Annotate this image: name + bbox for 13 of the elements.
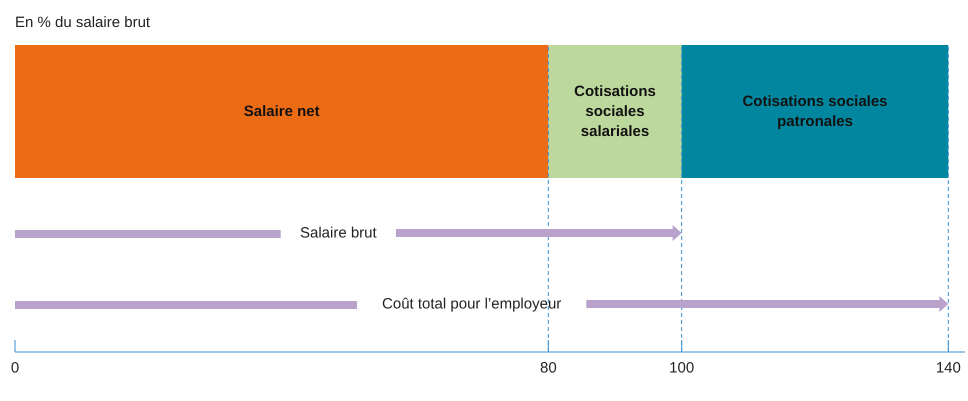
- x-tick-label: 140: [936, 360, 961, 377]
- annotation: Salaire brut: [300, 224, 378, 242]
- series-label: Cotisations sociales salariales: [574, 83, 656, 140]
- bar: [548, 45, 682, 178]
- x-tick-label: 100: [669, 360, 694, 377]
- annotation: Coût total pour l’employeur: [382, 296, 562, 312]
- series-label: Cotisations sociales patronales: [742, 93, 888, 130]
- bar: [15, 45, 548, 178]
- x-tick-label: 80: [540, 360, 557, 377]
- x-tick-label: 0: [10, 360, 20, 377]
- bar: [682, 45, 948, 178]
- chart-title: En % du salaire brut: [15, 14, 150, 31]
- series-label: Salaire net: [244, 103, 320, 120]
